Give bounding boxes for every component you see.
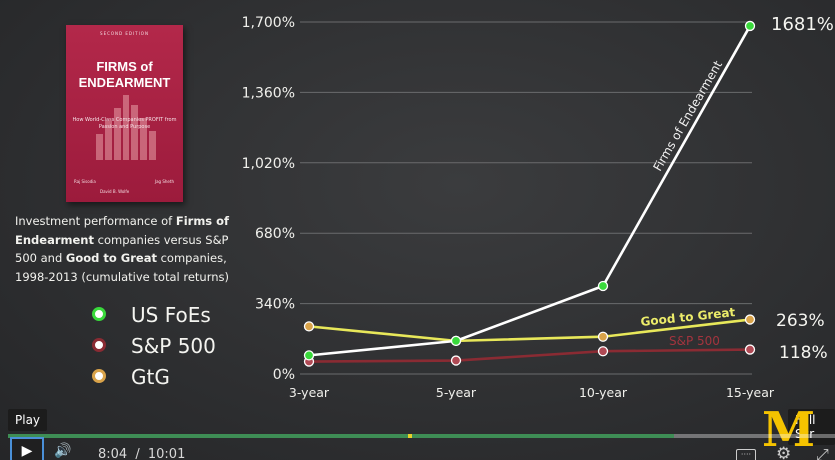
book-title-line1: FIRMS of [96,59,153,74]
progress-fill [8,434,674,438]
captions-button[interactable]: ···· [736,449,756,460]
time-display: 8:04 / 10:01 [98,447,185,460]
data-point [303,350,315,361]
legend-item-gtg: GtG [92,365,252,396]
play-button[interactable]: ▶ [10,437,44,460]
book-authors: Raj Sisodia Jag Sheth David B. Wolfe [74,177,174,197]
legend-label: S&P 500 [131,334,216,358]
legend-label: US FoEs [131,303,211,327]
data-point [597,346,609,357]
volume-icon[interactable]: 🔊 [54,443,72,459]
series-label-gtg: Good to Great [640,305,736,329]
desc-text-1: Investment performance of [15,214,176,228]
y-tick-label: 1,700% [242,15,295,31]
series-label-sp: S&P 500 [669,334,720,348]
series-label-foe: Firms of Endearment [650,58,725,173]
end-label-foe: 1681% [771,14,834,35]
y-tick-label: 340% [255,297,295,313]
data-point [744,314,756,325]
series-line [308,348,751,363]
desc-text-3: companies, 1998-2013 (cumulative total r… [15,251,230,284]
chapter-marker[interactable] [408,434,412,438]
time-separator: / [135,447,140,460]
end-label-gtg: 263% [776,311,825,331]
legend-label: GtG [131,365,170,389]
book-subtitle: How World-Class Companies PROFIT from Pa… [72,117,177,130]
series-line [308,318,751,343]
book-author-3: David B. Wolfe [100,189,130,194]
desc-text-2: companies versus S&P 500 and [15,232,229,266]
y-tick-label: 1,020% [242,156,295,172]
data-point [597,280,609,292]
book-edition: SECOND EDITION [100,31,149,36]
data-point [303,321,315,332]
book-author-2: Jag Sheth [154,179,174,184]
current-time: 8:04 [98,447,128,460]
x-tick-label: 3-year [289,385,330,400]
book-author-1: Raj Sisodia [74,179,96,184]
duration: 10:01 [147,447,186,460]
settings-gear-icon[interactable]: ⚙ [776,444,792,460]
university-logo-icon: M [762,402,816,458]
play-tooltip: Play [8,409,48,431]
data-point [744,344,756,355]
progress-bar[interactable] [8,434,835,438]
desc-bold-2: Good to Great [65,251,157,265]
y-tick-label: 1,360% [242,85,295,101]
legend-marker-icon [92,307,106,321]
chart-description: Investment performance of Firms of Endea… [15,212,245,286]
x-tick-label: 10-year [579,385,628,400]
x-tick-label: 15-year [726,385,775,400]
legend-marker-icon [92,369,106,383]
chart-legend: US FoEs S&P 500 GtG [92,303,252,396]
legend-marker-icon [92,338,106,352]
y-tick-label: 0% [273,367,295,383]
fullscreen-tooltip: Full Scr [788,409,835,445]
series-line [308,25,752,357]
legend-item-foe: US FoEs [92,303,252,334]
x-tick-label: 5-year [436,385,477,400]
data-point [744,20,756,32]
fullscreen-icon[interactable]: ⤢ [816,445,829,460]
book-title-line2: ENDEARMENT [78,75,171,90]
data-point [450,335,462,347]
book-cover: SECOND EDITION FIRMS of ENDEARMENT How W… [66,25,183,202]
legend-item-sp500: S&P 500 [92,334,252,365]
end-label-sp: 118% [779,343,828,363]
data-point [450,355,462,366]
desc-bold-1: Firms of Endearment [15,214,230,247]
data-point [597,331,609,342]
y-tick-label: 680% [255,226,295,242]
book-bar-graphic [96,95,157,160]
